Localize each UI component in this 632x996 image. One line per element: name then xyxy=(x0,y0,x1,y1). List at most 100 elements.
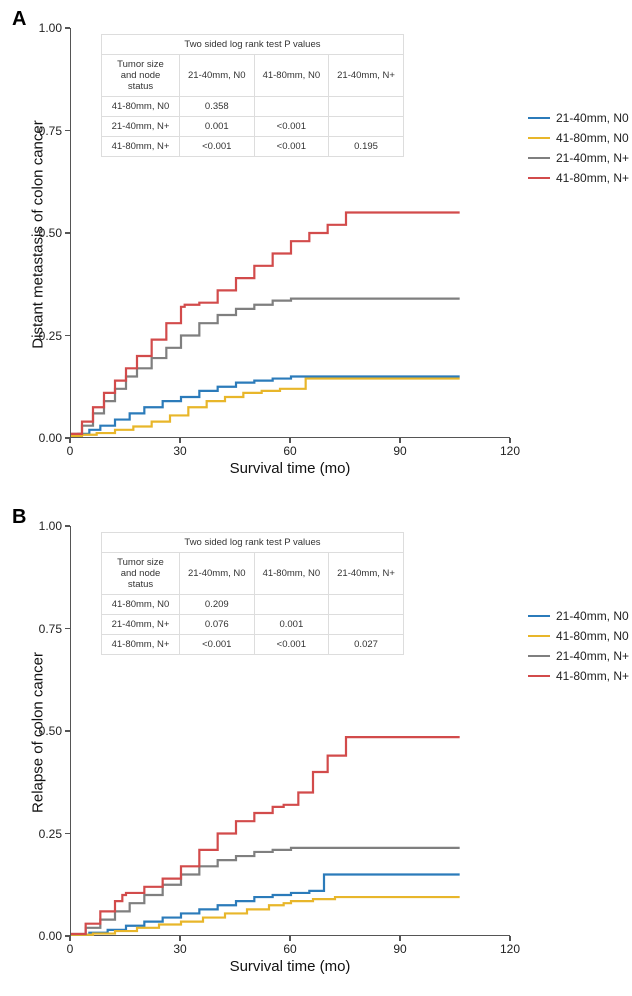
x-tick xyxy=(179,438,181,443)
x-tick-label: 120 xyxy=(495,942,525,956)
x-tick xyxy=(509,936,511,941)
legend-item: 21-40mm, N+ xyxy=(528,646,629,666)
th: 21-40mm, N+ xyxy=(329,553,404,595)
td: 41-80mm, N0 xyxy=(102,595,180,615)
th: 21-40mm, N+ xyxy=(329,55,404,97)
legend-label: 41-80mm, N0 xyxy=(556,629,629,643)
th: 41-80mm, N0 xyxy=(254,55,329,97)
legend-label: 21-40mm, N0 xyxy=(556,609,629,623)
panel-a-plot: Two sided log rank test P values Tumor s… xyxy=(70,28,510,438)
td: 0.209 xyxy=(180,595,255,615)
td: 0.001 xyxy=(180,117,255,137)
td: 0.076 xyxy=(180,615,255,635)
panel-b-plot: Two sided log rank test P values Tumor s… xyxy=(70,526,510,936)
th: Tumor size and node status xyxy=(102,553,180,595)
td: 0.195 xyxy=(329,137,404,157)
x-tick xyxy=(509,438,511,443)
x-tick-label: 0 xyxy=(55,444,85,458)
td: 41-80mm, N+ xyxy=(102,137,180,157)
x-tick xyxy=(69,438,71,443)
td: <0.001 xyxy=(254,635,329,655)
td: 41-80mm, N+ xyxy=(102,635,180,655)
y-tick-label: 0.25 xyxy=(28,827,62,841)
td: 41-80mm, N0 xyxy=(102,97,180,117)
legend-item: 41-80mm, N0 xyxy=(528,128,629,148)
td: <0.001 xyxy=(180,137,255,157)
panel-b: B Relapse of colon cancer Two sided log … xyxy=(0,506,632,996)
x-tick xyxy=(179,936,181,941)
y-tick xyxy=(65,27,70,29)
survival-curve xyxy=(71,377,460,436)
x-tick-label: 90 xyxy=(385,942,415,956)
y-tick-label: 0.75 xyxy=(28,622,62,636)
td xyxy=(329,117,404,137)
x-tick-label: 0 xyxy=(55,942,85,956)
legend-item: 21-40mm, N0 xyxy=(528,108,629,128)
x-tick xyxy=(69,936,71,941)
panel-b-label: B xyxy=(12,506,26,529)
panel-a-x-title: Survival time (mo) xyxy=(70,460,510,477)
legend-swatch xyxy=(528,615,550,618)
td xyxy=(329,615,404,635)
table-caption: Two sided log rank test P values xyxy=(101,34,404,54)
x-tick-label: 60 xyxy=(275,942,305,956)
y-tick-label: 1.00 xyxy=(28,519,62,533)
y-tick-label: 0.75 xyxy=(28,124,62,138)
x-tick xyxy=(399,438,401,443)
panel-a: A Distant metastasis of colon cancer Two… xyxy=(0,8,632,498)
legend-item: 21-40mm, N+ xyxy=(528,148,629,168)
y-tick xyxy=(65,130,70,132)
x-tick xyxy=(289,438,291,443)
legend-item: 41-80mm, N+ xyxy=(528,168,629,188)
legend-swatch xyxy=(528,117,550,120)
legend-label: 21-40mm, N+ xyxy=(556,649,629,663)
survival-curve xyxy=(71,379,460,436)
th: 21-40mm, N0 xyxy=(180,553,255,595)
x-tick-label: 60 xyxy=(275,444,305,458)
legend-swatch xyxy=(528,655,550,658)
y-tick xyxy=(65,232,70,234)
th: 21-40mm, N0 xyxy=(180,55,255,97)
td: 21-40mm, N+ xyxy=(102,615,180,635)
td: 0.027 xyxy=(329,635,404,655)
legend-label: 41-80mm, N0 xyxy=(556,131,629,145)
legend-label: 21-40mm, N0 xyxy=(556,111,629,125)
y-tick-label: 0.00 xyxy=(28,431,62,445)
legend-item: 21-40mm, N0 xyxy=(528,606,629,626)
legend-item: 41-80mm, N+ xyxy=(528,666,629,686)
x-tick xyxy=(399,936,401,941)
panel-b-legend: 21-40mm, N0 41-80mm, N0 21-40mm, N+ 41-8… xyxy=(528,606,629,686)
legend-swatch xyxy=(528,137,550,140)
td: <0.001 xyxy=(254,137,329,157)
td xyxy=(329,595,404,615)
panel-b-pvalue-table: Two sided log rank test P values Tumor s… xyxy=(101,532,404,655)
th: 41-80mm, N0 xyxy=(254,553,329,595)
legend-swatch xyxy=(528,635,550,638)
x-tick-label: 30 xyxy=(165,444,195,458)
legend-label: 21-40mm, N+ xyxy=(556,151,629,165)
legend-swatch xyxy=(528,177,550,180)
y-tick xyxy=(65,628,70,630)
x-tick-label: 30 xyxy=(165,942,195,956)
legend-label: 41-80mm, N+ xyxy=(556,669,629,683)
x-tick-label: 90 xyxy=(385,444,415,458)
figure-root: A Distant metastasis of colon cancer Two… xyxy=(0,0,632,996)
legend-item: 41-80mm, N0 xyxy=(528,626,629,646)
x-tick-label: 120 xyxy=(495,444,525,458)
panel-a-legend: 21-40mm, N0 41-80mm, N0 21-40mm, N+ 41-8… xyxy=(528,108,629,188)
y-tick xyxy=(65,335,70,337)
y-tick-label: 0.50 xyxy=(28,724,62,738)
td xyxy=(254,595,329,615)
panel-a-pvalue-table: Two sided log rank test P values Tumor s… xyxy=(101,34,404,157)
legend-swatch xyxy=(528,675,550,678)
survival-curve xyxy=(71,213,460,434)
y-tick-label: 0.00 xyxy=(28,929,62,943)
panel-b-x-title: Survival time (mo) xyxy=(70,958,510,975)
panel-a-label: A xyxy=(12,8,26,31)
td: <0.001 xyxy=(254,117,329,137)
legend-label: 41-80mm, N+ xyxy=(556,171,629,185)
td: 21-40mm, N+ xyxy=(102,117,180,137)
td: 0.358 xyxy=(180,97,255,117)
y-tick-label: 0.50 xyxy=(28,226,62,240)
survival-curve xyxy=(71,848,460,934)
